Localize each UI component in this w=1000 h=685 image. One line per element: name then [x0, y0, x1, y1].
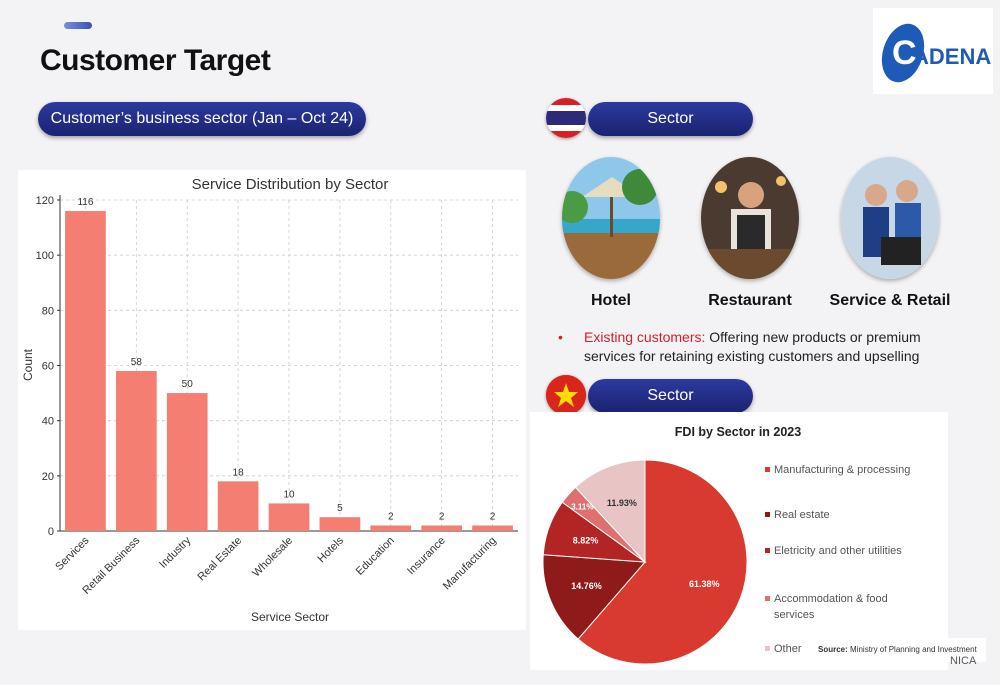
legend-item-accommodation: Accommodation & food services: [765, 591, 924, 623]
bar: [65, 211, 106, 531]
source-note: Source: Ministry of Planning and Investm…: [814, 638, 986, 662]
bar-value-label: 5: [337, 503, 343, 514]
legend-item-manufacturing: Manufacturing & processing: [765, 462, 924, 478]
business-sector-pill: Customer’s business sector (Jan – Oct 24…: [38, 102, 366, 136]
bar-value-label: 10: [283, 489, 295, 500]
bar-value-label: 116: [77, 197, 93, 208]
thailand-flag-icon: [546, 98, 586, 138]
bar-chart-panel: Service Distribution by Sector 0 20 40 60 80…: [18, 170, 526, 630]
y-tick-label: 40: [42, 416, 54, 428]
bar-chart: Service Distribution by Sector 0 20 40 60 80…: [21, 176, 518, 624]
y-tick-label: 120: [36, 195, 54, 207]
pie-slice-label: 61.38%: [689, 579, 720, 589]
sector-pill-thailand: Sector: [588, 102, 753, 136]
pie-slice-label: 3.11%: [571, 503, 593, 512]
vietnam-flag-icon: [546, 375, 586, 415]
x-tick-label: Real Estate: [196, 535, 245, 584]
bar-value-label: 58: [131, 357, 143, 368]
legend-swatch: [765, 646, 770, 651]
cadena-logo: C ADENA: [873, 8, 993, 94]
bar-chart-xlabel: Service Sector: [251, 610, 329, 624]
pie-slice: [577, 459, 748, 665]
pie-chart-title: FDI by Sector in 2023: [675, 425, 801, 439]
existing-customers-bullet: • Existing customers: Offering new produ…: [558, 328, 968, 366]
legend-item-electricity: Eletricity and other utilities: [765, 543, 924, 559]
x-tick-label: Services: [53, 534, 92, 573]
sector-label-service-retail: Service & Retail: [829, 292, 951, 309]
bar-value-label: 2: [439, 511, 445, 522]
hotel-photo: [562, 157, 660, 279]
logo-letter: C: [892, 34, 917, 72]
service-retail-photo: [841, 157, 939, 279]
source-text: Ministry of Planning and Investment: [850, 645, 977, 654]
bullet-text: Offering new products or premium service…: [584, 329, 921, 364]
legend-swatch: [765, 596, 770, 601]
bullet-dot: •: [558, 329, 563, 345]
sector-label-restaurant: Restaurant: [708, 292, 792, 309]
x-tick-label: Industry: [157, 534, 194, 571]
x-tick-label: Hotels: [315, 534, 346, 565]
x-tick-label: Manufacturing: [441, 535, 499, 593]
legend-item-real-estate: Real estate: [765, 507, 924, 523]
legend-item-other: Other: [765, 641, 924, 657]
bar: [421, 525, 463, 531]
x-tick-label: Insurance: [405, 535, 448, 578]
y-tick-label: 60: [42, 361, 54, 373]
y-tick-label: 100: [36, 250, 54, 262]
bar-value-label: 18: [233, 467, 245, 478]
sector-label-hotel: Hotel: [591, 292, 631, 309]
bar: [319, 517, 361, 531]
bar: [115, 371, 157, 531]
bar-chart-ylabel: Count: [21, 348, 35, 381]
svg-text:ADENA: ADENA: [913, 44, 991, 69]
bar-chart-title: Service Distribution by Sector: [192, 176, 389, 193]
pie-slice-label: 8.82%: [573, 535, 599, 545]
legend-swatch: [765, 512, 770, 517]
bar-value-label: 50: [182, 379, 194, 390]
sector-pill-vietnam: Sector: [588, 379, 753, 413]
bar: [166, 393, 208, 531]
y-tick-label: 20: [42, 471, 54, 483]
source-label: Source:: [818, 645, 848, 654]
pie-chart: FDI by Sector in 2023 61.38% 14.76% 8.82% 3…: [542, 425, 801, 665]
y-tick-label: 0: [48, 526, 54, 538]
legend-swatch: [765, 467, 770, 472]
x-tick-label: Wholesale: [250, 535, 295, 580]
pie-slice: [574, 459, 646, 564]
footer-fragment: NICA: [950, 655, 977, 667]
bullet-highlight: Existing customers:: [584, 329, 706, 345]
x-tick-label: Education: [354, 535, 397, 578]
bar: [217, 481, 259, 531]
bar: [472, 525, 513, 531]
restaurant-photo: [701, 157, 799, 279]
page-title: Customer Target: [40, 44, 271, 77]
title-accent-bar: [64, 22, 92, 29]
pie-slice-label: 14.76%: [571, 581, 602, 591]
bar-value-label: 2: [388, 511, 394, 522]
bar-value-label: 2: [490, 511, 496, 522]
bar: [370, 525, 412, 531]
legend-swatch: [765, 548, 770, 553]
y-tick-label: 80: [42, 305, 54, 317]
pie-slice-label: 11.93%: [607, 498, 637, 508]
bar: [268, 503, 310, 531]
pie-slice: [542, 554, 647, 640]
pie-chart-panel: FDI by Sector in 2023 61.38% 14.76% 8.82% 3…: [530, 412, 948, 670]
